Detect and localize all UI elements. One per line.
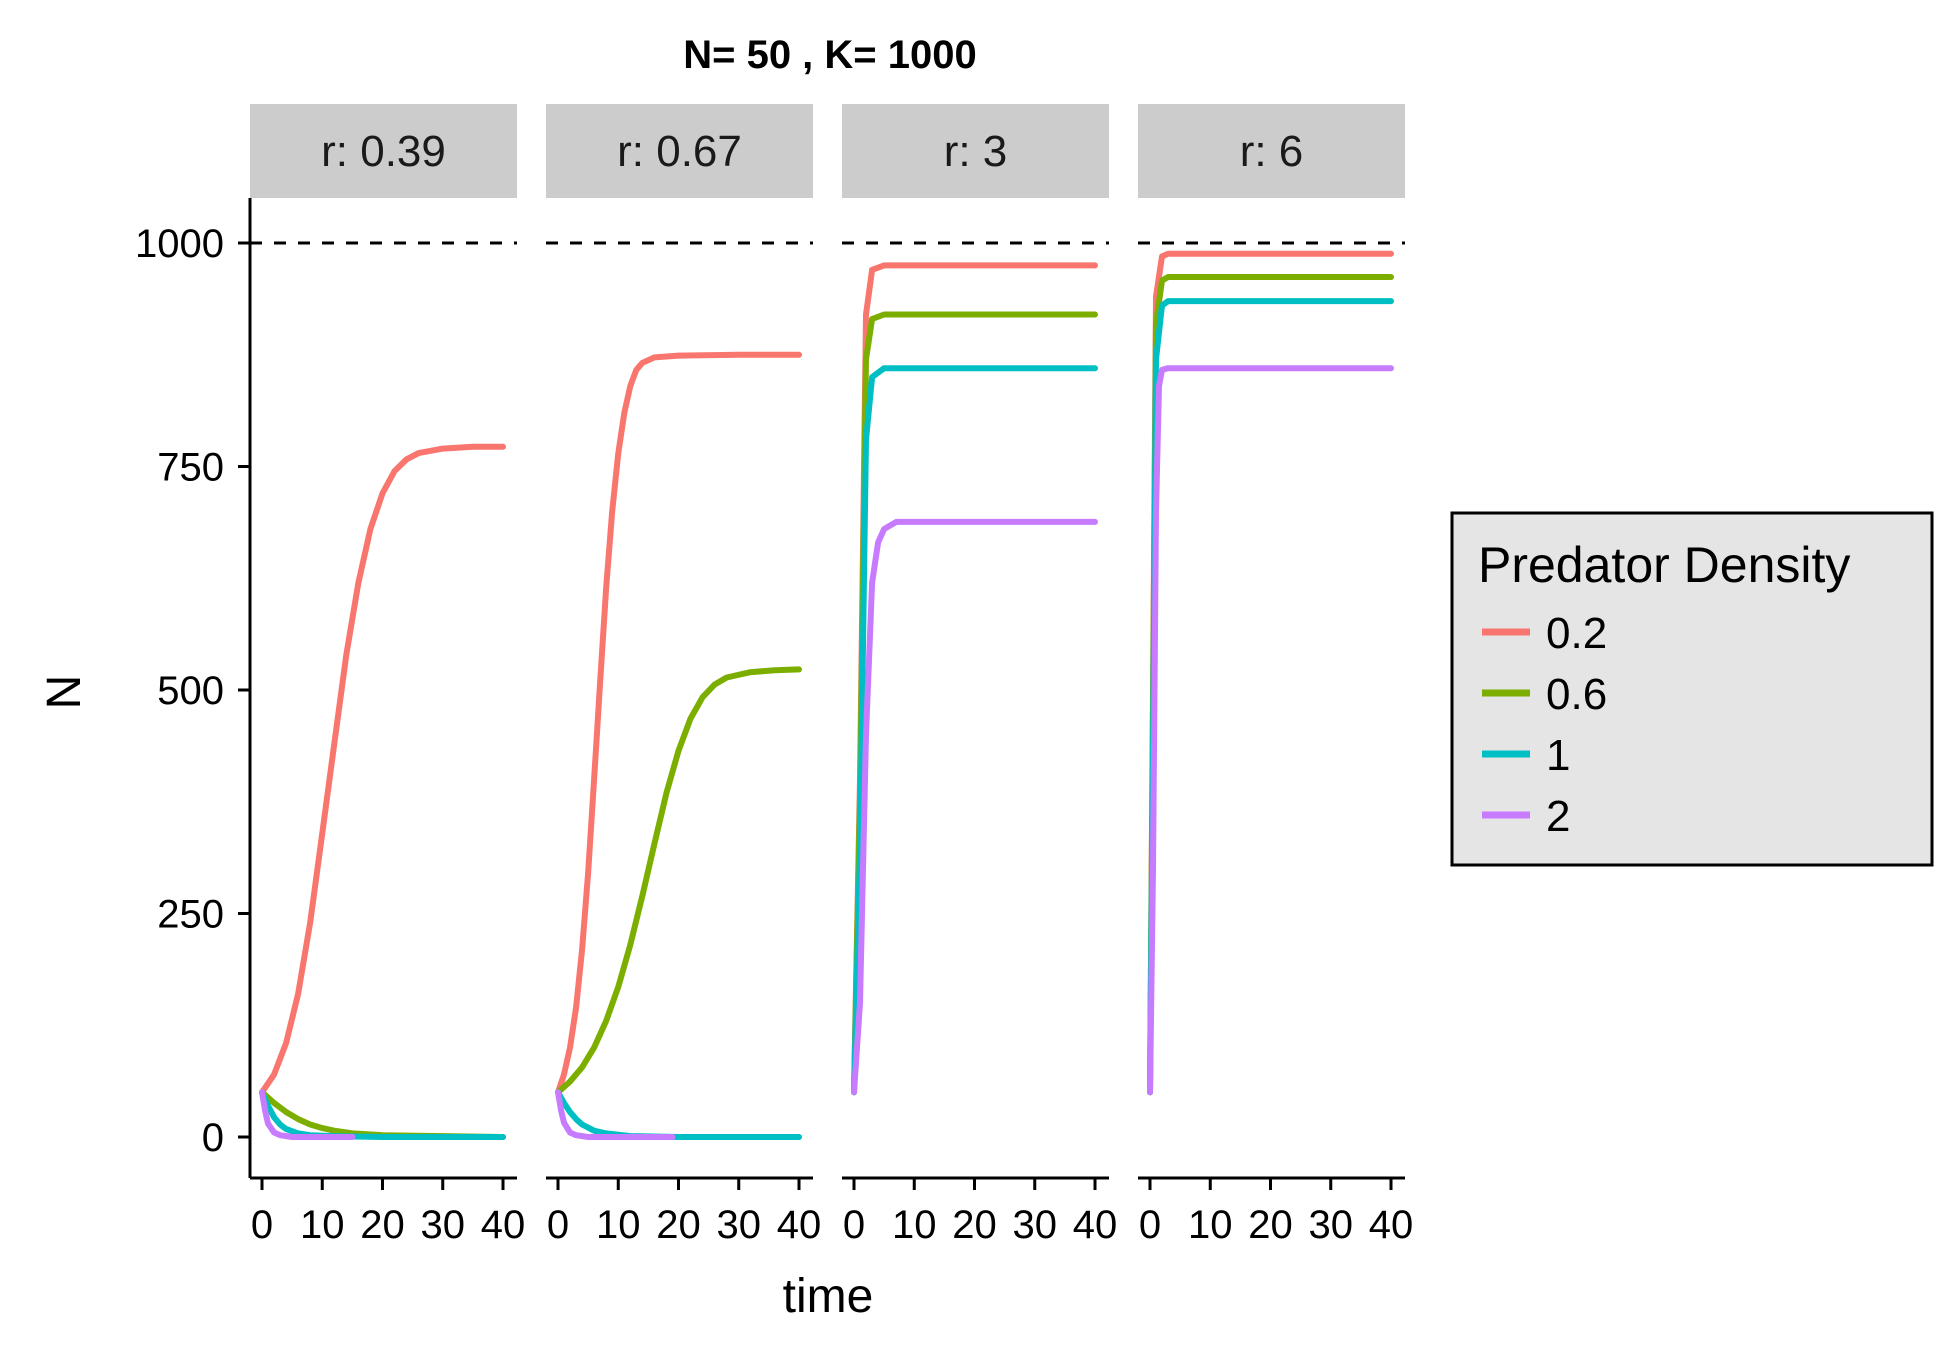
x-tick-label: 20 xyxy=(360,1203,405,1247)
facet-strip xyxy=(842,104,1109,198)
y-tick-label: 750 xyxy=(157,446,224,490)
x-tick-label: 40 xyxy=(1369,1203,1414,1247)
facet-panel: r: 0.67 0 10 20 30 40 xyxy=(546,104,821,1247)
x-tick-label: 10 xyxy=(596,1203,641,1247)
legend-label: 1 xyxy=(1546,731,1570,780)
x-tick-label: 20 xyxy=(952,1203,997,1247)
series-line xyxy=(555,1089,802,1140)
x-tick-label: 20 xyxy=(1248,1203,1293,1247)
series-line xyxy=(259,1089,356,1140)
x-tick-label: 10 xyxy=(300,1203,345,1247)
y-tick-label: 250 xyxy=(157,893,224,937)
x-tick-label: 0 xyxy=(251,1203,273,1247)
x-tick-label: 30 xyxy=(1309,1203,1354,1247)
series-line xyxy=(851,311,1098,1096)
facet-strip xyxy=(1138,104,1405,198)
facet-strip xyxy=(250,104,517,198)
facet-panel: r: 6 0 10 20 30 40 xyxy=(1138,104,1413,1247)
series-line xyxy=(1147,365,1394,1096)
x-tick-label: 0 xyxy=(547,1203,569,1247)
series-line xyxy=(259,443,506,1096)
facet-panel: r: 3 0 10 20 30 40 xyxy=(842,104,1117,1247)
x-tick-label: 40 xyxy=(777,1203,822,1247)
facet-strip-label: r: 6 xyxy=(1240,127,1304,176)
series-line xyxy=(555,351,802,1096)
facet-strip-label: r: 0.39 xyxy=(321,127,446,176)
legend-label: 0.2 xyxy=(1546,609,1607,658)
y-tick-label: 0 xyxy=(202,1116,224,1160)
x-axis-title: time xyxy=(783,1270,874,1323)
x-tick-label: 10 xyxy=(892,1203,937,1247)
x-tick-label: 30 xyxy=(1013,1203,1058,1247)
x-tick-label: 30 xyxy=(421,1203,466,1247)
x-tick-label: 10 xyxy=(1188,1203,1233,1247)
series-line xyxy=(259,1089,506,1140)
series-line xyxy=(851,518,1098,1096)
legend-title: Predator Density xyxy=(1478,537,1850,593)
chart-title: N= 50 , K= 1000 xyxy=(683,33,977,77)
y-tick-label: 1000 xyxy=(135,222,224,266)
x-tick-label: 0 xyxy=(843,1203,865,1247)
x-tick-label: 40 xyxy=(481,1203,526,1247)
legend: Predator Density 0.2 0.6 1 2 xyxy=(1450,511,1934,867)
x-tick-label: 0 xyxy=(1139,1203,1161,1247)
x-tick-label: 30 xyxy=(717,1203,762,1247)
facet-strip-label: r: 3 xyxy=(944,127,1008,176)
legend-box xyxy=(1450,511,1934,867)
facet-panel: r: 0.39 0 10 20 30 40 xyxy=(250,104,525,1247)
legend-label: 0.6 xyxy=(1546,670,1607,719)
y-tick-label: 500 xyxy=(157,669,224,713)
x-tick-label: 20 xyxy=(656,1203,701,1247)
y-axis-title: N xyxy=(38,675,91,710)
x-tick-label: 40 xyxy=(1073,1203,1118,1247)
series-line xyxy=(1147,274,1394,1096)
facet-strip-label: r: 0.67 xyxy=(617,127,742,176)
series-line xyxy=(555,1089,676,1140)
facet-strip xyxy=(546,104,813,198)
series-line xyxy=(1147,298,1394,1096)
series-line xyxy=(851,262,1098,1096)
series-line xyxy=(555,666,802,1096)
legend-label: 2 xyxy=(1546,792,1570,841)
series-line xyxy=(851,365,1098,1096)
y-axis: 0 250 500 750 1000 xyxy=(135,198,252,1178)
series-line xyxy=(1147,250,1394,1096)
